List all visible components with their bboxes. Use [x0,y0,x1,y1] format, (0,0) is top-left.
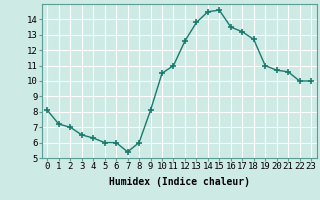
X-axis label: Humidex (Indice chaleur): Humidex (Indice chaleur) [109,177,250,187]
